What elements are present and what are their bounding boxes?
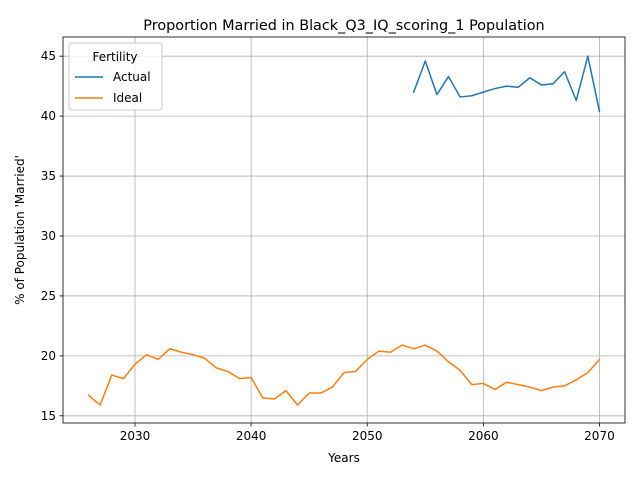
x-tick-label: 2050 <box>352 429 383 443</box>
y-axis-label: % of Population 'Married' <box>13 155 27 305</box>
legend-title: Fertility <box>92 50 137 64</box>
y-tick-label: 45 <box>41 49 56 63</box>
y-tick-label: 30 <box>41 229 56 243</box>
legend: Fertility Actual Ideal <box>68 42 163 111</box>
x-axis-label: Years <box>327 451 360 465</box>
series-lines <box>87 55 601 406</box>
chart-title: Proportion Married in Black_Q3_IQ_scorin… <box>143 18 544 34</box>
gridlines <box>63 37 625 423</box>
legend-label-actual: Actual <box>113 70 151 84</box>
x-tick-label: 2040 <box>236 429 267 443</box>
x-tick-label: 2030 <box>120 429 151 443</box>
x-tick-label: 2070 <box>584 429 615 443</box>
series-line-actual <box>412 55 601 113</box>
plot-frame <box>62 36 626 424</box>
y-tick-label: 25 <box>41 289 56 303</box>
legend-box <box>68 42 163 111</box>
axis-ticks: 2030 2040 2050 2060 2070 15 20 25 30 35 40 45 <box>41 49 615 443</box>
x-tick-label: 2060 <box>468 429 499 443</box>
y-tick-label: 35 <box>41 169 56 183</box>
series-line-ideal <box>87 344 601 406</box>
y-tick-label: 20 <box>41 349 56 363</box>
legend-label-ideal: Ideal <box>113 91 142 105</box>
y-tick-label: 40 <box>41 109 56 123</box>
y-tick-label: 15 <box>41 409 56 423</box>
